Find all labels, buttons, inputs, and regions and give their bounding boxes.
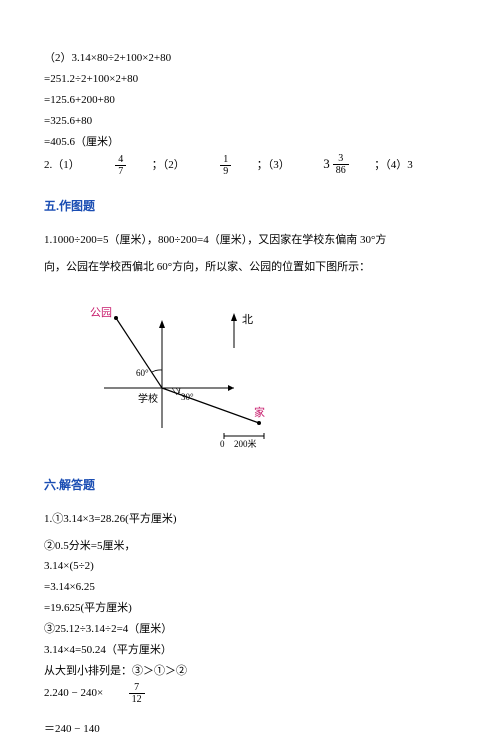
calc-line-3: =125.6+200+80	[44, 90, 456, 111]
fraction-1-9: 1 9	[220, 154, 231, 177]
calc-line-5: =405.6（厘米）	[44, 132, 456, 153]
s6-l8: 从大到小排列是：③＞①＞②	[44, 661, 456, 682]
s6-l5: =19.625(平方厘米)	[44, 598, 456, 619]
s6-l4: =3.14×6.25	[44, 577, 456, 598]
s5-p1b: 向，公园在学校西偏北 60°方向，所以家、公园的位置如下图所示：	[44, 257, 456, 278]
s6-l1: 1.①3.14×3=28.26(平方厘米)	[44, 509, 456, 530]
angle-60: 60°	[136, 368, 149, 378]
s5-p1a: 1.1000÷200=5（厘米），800÷200=4（厘米），又因家在学校东偏南…	[44, 230, 456, 251]
s6-l6: ③25.12÷3.14÷2=4（厘米）	[44, 619, 456, 640]
q2-sep1: ；（2）	[152, 159, 185, 171]
s6-l7: 3.14×4=50.24（平方厘米）	[44, 640, 456, 661]
fraction-7-12: 7 12	[129, 682, 145, 705]
calc-line-4: =325.6+80	[44, 111, 456, 132]
mixed-3-3-86: 3 3 86	[323, 152, 351, 177]
home-label: 家	[254, 405, 265, 419]
angle-30: 30°	[181, 392, 194, 402]
fraction-4-7: 4 7	[115, 154, 126, 177]
park-label: 公园	[90, 306, 112, 319]
s6-l3: 3.14×(5÷2)	[44, 556, 456, 577]
north-label: 北	[242, 313, 253, 326]
calc-line-2: =251.2÷2+100×2+80	[44, 69, 456, 90]
q2-sep3: ；（4）3	[374, 159, 413, 171]
q2-sep2: ；（3）	[257, 159, 290, 171]
section-5-title: 五.作图题	[44, 195, 456, 218]
calc-line-1: （2）3.14×80÷2+100×2+80	[44, 48, 456, 69]
s6-l9: 2.240 − 240× 7 12	[44, 682, 456, 705]
s6-l2: ②0.5分米=5厘米，	[44, 536, 456, 557]
scale-200: 200米	[234, 438, 257, 448]
question-2: 2.（1） 4 7 ；（2） 1 9 ；（3） 3 3 86 ；（4）3	[44, 152, 456, 177]
school-label: 学校	[138, 392, 158, 405]
direction-diagram: 北 公园 家 60° 30° 学校 0 200米	[84, 288, 456, 456]
q2-prefix: 2.（1）	[44, 159, 80, 171]
section-6-title: 六.解答题	[44, 474, 456, 497]
scale-0: 0	[220, 439, 225, 448]
s6-l10: ＝240 − 140	[44, 719, 456, 740]
